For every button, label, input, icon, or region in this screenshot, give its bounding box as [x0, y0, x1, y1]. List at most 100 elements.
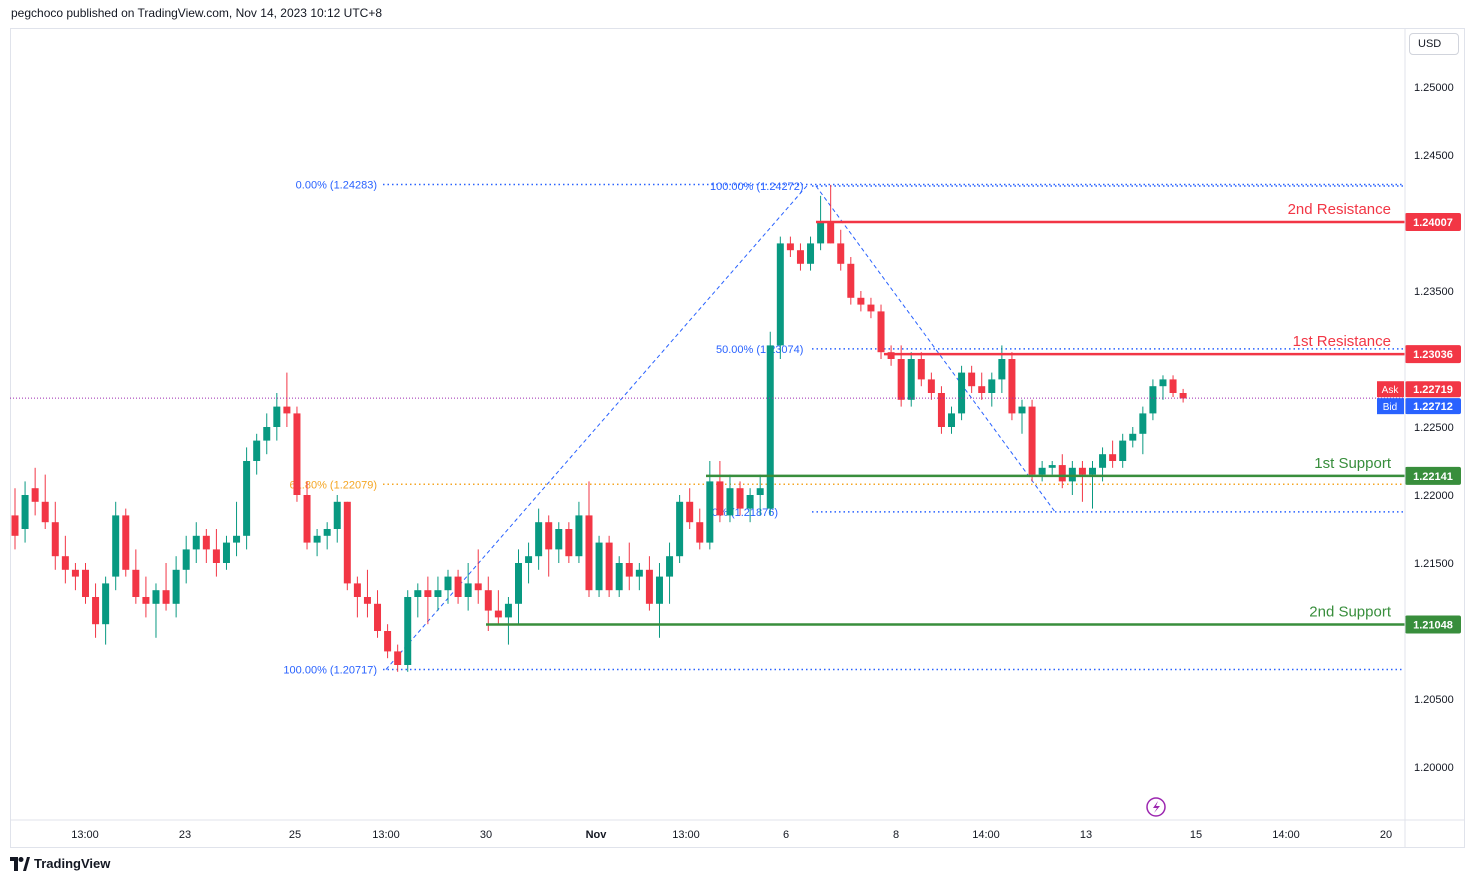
- candle-body: [857, 297, 865, 305]
- candle-body: [1159, 379, 1167, 387]
- candle: [353, 576, 361, 618]
- price-tick-label: 1.24500: [1414, 150, 1454, 162]
- candle: [434, 576, 442, 611]
- candle-body: [766, 345, 774, 509]
- candle-body: [182, 549, 190, 570]
- candle-body: [384, 631, 392, 652]
- candle-body: [1008, 359, 1016, 414]
- candle: [122, 508, 130, 577]
- candle-body: [827, 223, 835, 244]
- candle: [303, 481, 311, 550]
- candle: [1179, 388, 1187, 403]
- candle: [394, 644, 402, 672]
- level-name-label: 1st Support: [1314, 455, 1392, 472]
- candle: [1139, 406, 1147, 455]
- candle: [243, 447, 251, 550]
- level-price-tag: [1405, 213, 1461, 232]
- candle: [1119, 433, 1127, 468]
- candle-body: [1129, 433, 1137, 441]
- candle-body: [535, 522, 543, 557]
- candle-body: [545, 522, 553, 550]
- candle: [716, 461, 724, 523]
- candle: [1058, 454, 1066, 489]
- candle: [484, 576, 492, 631]
- candle: [635, 563, 643, 591]
- candle: [515, 549, 522, 625]
- currency-button[interactable]: USD: [1409, 33, 1459, 55]
- candle: [313, 529, 321, 557]
- candle-body: [625, 563, 633, 577]
- candle-body: [313, 535, 321, 543]
- candle: [585, 481, 593, 597]
- candle-body: [988, 379, 996, 393]
- candle: [504, 597, 512, 645]
- candle-body: [968, 372, 976, 387]
- candle-body: [474, 583, 482, 591]
- candle-body: [112, 515, 120, 577]
- ask-price-tag: [1405, 381, 1461, 398]
- candle-body: [958, 372, 966, 414]
- time-tick-label: 23: [179, 829, 191, 841]
- candle: [605, 535, 613, 597]
- candle-body: [172, 569, 180, 604]
- candle-body: [515, 563, 522, 604]
- time-tick-label: 13: [1080, 829, 1092, 841]
- candle-body: [81, 569, 89, 597]
- candle-body: [323, 529, 331, 536]
- candle-body: [303, 495, 311, 543]
- candle: [917, 352, 925, 387]
- candle: [988, 372, 996, 407]
- candle: [565, 522, 573, 563]
- candle-body: [152, 590, 160, 604]
- candle: [253, 433, 261, 475]
- candle-body: [897, 359, 905, 400]
- candle: [51, 501, 59, 570]
- ask-price-label: 1.22719: [1413, 384, 1453, 396]
- candle: [424, 576, 432, 625]
- candle-body: [192, 535, 200, 550]
- lightning-icon[interactable]: [1146, 797, 1166, 817]
- candle-body: [998, 359, 1006, 380]
- level-price-label: 1.21048: [1413, 619, 1453, 631]
- candle-body: [585, 515, 593, 591]
- candle-body: [1058, 465, 1066, 482]
- fib-level-label: 100.00% (1.20717): [283, 664, 377, 676]
- candle-body: [1149, 386, 1157, 414]
- candle: [182, 535, 190, 584]
- tradingview-brand[interactable]: TradingView: [10, 856, 110, 871]
- level-name-label: 1st Resistance: [1293, 333, 1391, 350]
- candle: [666, 542, 674, 604]
- candle-body: [817, 223, 825, 244]
- candle: [927, 372, 935, 400]
- candle-body: [948, 413, 956, 427]
- time-tick-label: 15: [1190, 829, 1202, 841]
- level-price-tag: [1405, 345, 1461, 364]
- time-tick-label: 13:00: [672, 829, 700, 841]
- candle-body: [605, 542, 613, 591]
- candle-body: [1109, 454, 1117, 461]
- candle-body: [1038, 467, 1046, 475]
- candle-body: [978, 386, 986, 393]
- time-tick-label: 20: [1380, 829, 1392, 841]
- candle: [142, 576, 150, 618]
- candle: [837, 229, 845, 271]
- candle-body: [494, 610, 502, 618]
- candle: [887, 345, 895, 366]
- candle: [363, 569, 371, 618]
- candle-body: [273, 406, 281, 427]
- candle-body: [525, 556, 533, 563]
- candle: [776, 236, 784, 359]
- candle-body: [1088, 467, 1096, 475]
- candle: [454, 569, 462, 604]
- candle: [1149, 379, 1157, 421]
- candle-body: [212, 549, 220, 563]
- price-tick-label: 1.22000: [1414, 490, 1454, 502]
- candle-body: [1169, 379, 1177, 393]
- candle: [404, 590, 412, 672]
- candle-body: [464, 583, 472, 597]
- time-tick-label: 25: [289, 829, 301, 841]
- candle: [998, 345, 1006, 393]
- candle: [61, 535, 69, 584]
- bid-tag: [1377, 398, 1404, 415]
